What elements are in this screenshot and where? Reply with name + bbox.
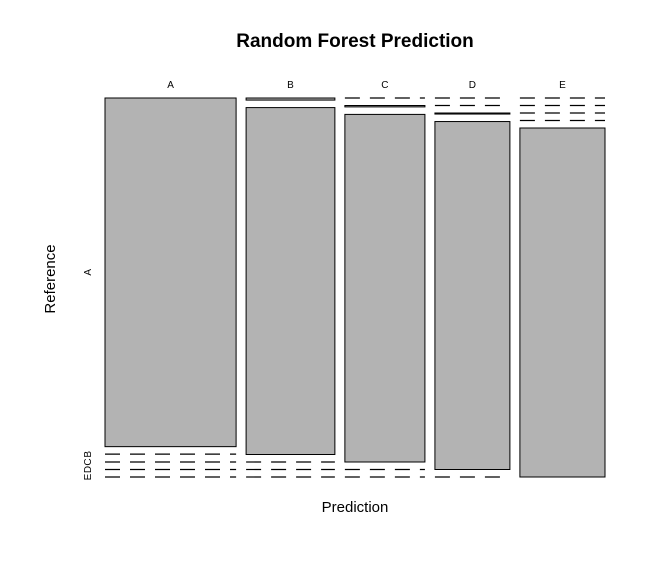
mosaic-tile: [434, 121, 511, 470]
y-tick-label: C: [83, 458, 94, 465]
x-tick-label: C: [381, 80, 388, 91]
y-tick-label: A: [83, 269, 94, 276]
x-tick-label: E: [559, 80, 566, 91]
x-tick-label: B: [287, 80, 294, 91]
y-tick-label: E: [83, 473, 94, 480]
mosaic-tile: [104, 97, 237, 448]
y-tick-label: D: [83, 466, 94, 473]
y-tick-label: B: [83, 451, 94, 458]
mosaic-tile: [344, 113, 426, 463]
x-axis-label: Prediction: [322, 499, 389, 516]
y-axis-label: Reference: [42, 244, 59, 313]
mosaic-tile: [245, 107, 336, 456]
mosaic-tiles: [104, 97, 606, 478]
mosaic-tile: [344, 105, 426, 108]
mosaic-tile: [519, 127, 606, 478]
chart-title: Random Forest Prediction: [236, 31, 474, 52]
mosaic-tile: [245, 97, 336, 101]
mosaic-tile: [434, 112, 511, 115]
x-tick-label: D: [469, 80, 476, 91]
x-tick-label: A: [167, 80, 174, 91]
